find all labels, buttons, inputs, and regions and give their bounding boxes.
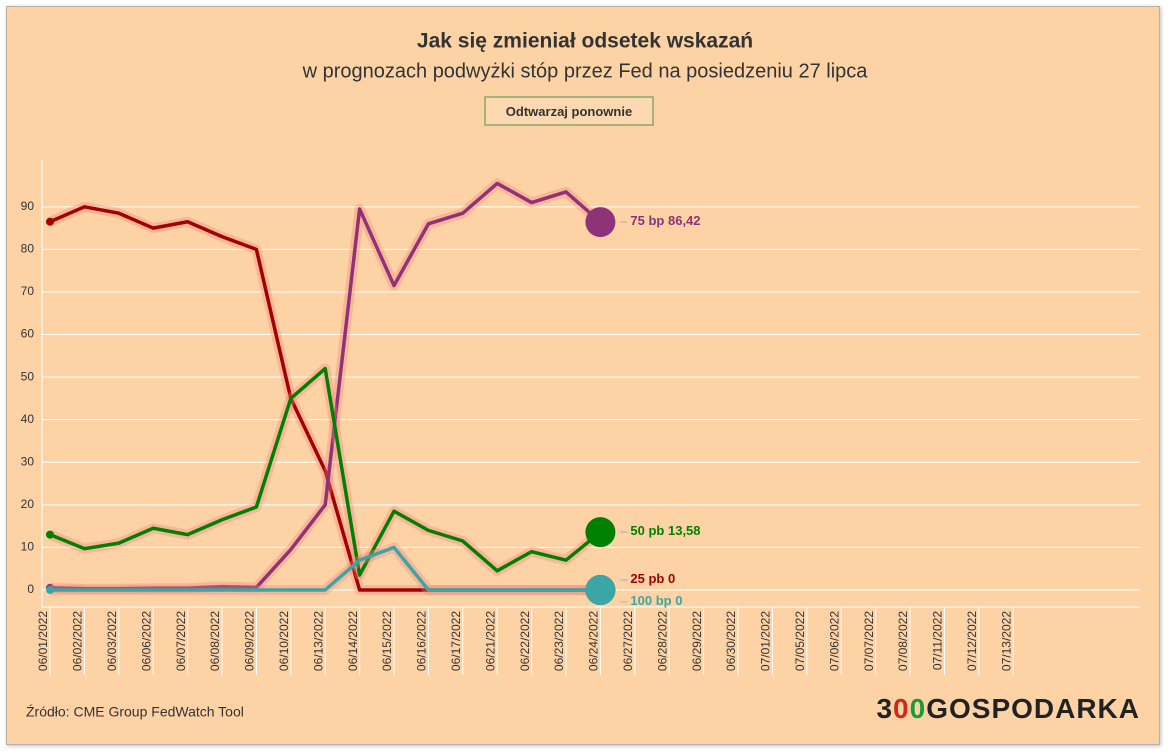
end-marker [585,517,616,548]
start-marker [46,530,54,539]
y-tick-label: 30 [21,454,35,468]
value-label: 86,42 [668,214,701,229]
end-label: 75 bp 86,42 [630,214,700,229]
x-tick-label: 06/02/2022 [71,611,85,671]
chart-subtitle: w prognozach podwyżki stóp przez Fed na … [302,60,869,82]
x-tick-label: 07/12/2022 [965,611,979,671]
x-tick-label: 07/01/2022 [759,611,773,671]
y-tick-label: 20 [21,497,35,511]
x-tick-label: 07/06/2022 [827,611,841,671]
logo-part: GOSPODARKA [926,693,1140,724]
start-marker [46,217,54,226]
y-tick-label: 50 [21,369,35,383]
x-tick-label: 06/10/2022 [277,611,291,671]
y-tick-label: 90 [21,199,35,213]
series-name: 25 pb [630,571,664,586]
start-marker [46,585,54,594]
logo-part: 0 [910,693,927,724]
x-tick-label: 06/21/2022 [483,611,497,671]
x-tick-label: 06/17/2022 [449,611,463,671]
y-tick-label: 40 [21,412,35,426]
x-tick-label: 06/27/2022 [621,611,635,671]
x-tick-label: 06/14/2022 [346,611,360,671]
x-tick-label: 06/07/2022 [174,611,188,671]
x-tick-label: 06/08/2022 [208,611,222,671]
x-tick-label: 06/01/2022 [36,611,50,671]
x-tick-label: 06/13/2022 [311,611,325,671]
value-label: 13,58 [668,524,701,539]
y-tick-label: 80 [21,242,35,256]
y-tick-label: 70 [21,284,35,298]
x-tick-label: 06/09/2022 [243,611,257,671]
x-tick-label: 06/15/2022 [380,611,394,671]
x-tick-label: 06/29/2022 [690,611,704,671]
x-tick-label: 06/22/2022 [518,611,532,671]
end-marker [585,574,616,605]
logo: 300GOSPODARKA [876,693,1140,724]
end-marker [585,207,616,238]
value-label: 0 [668,571,675,586]
end-label: 50 pb 13,58 [630,524,700,539]
logo-part: 3 [876,693,893,724]
y-tick-label: 10 [21,540,35,554]
end-label: 25 pb 0 [630,571,675,586]
x-tick-label: 06/24/2022 [587,611,601,671]
x-tick-label: 06/30/2022 [724,611,738,671]
end-label: 100 bp 0 [630,593,682,608]
series-name: 75 bp [630,214,664,229]
x-tick-label: 06/06/2022 [139,611,153,671]
x-tick-label: 06/16/2022 [415,611,429,671]
x-tick-label: 07/11/2022 [931,611,945,670]
x-tick-label: 07/13/2022 [999,611,1013,671]
x-tick-label: 06/23/2022 [552,611,566,671]
x-tick-label: 06/03/2022 [105,611,119,671]
x-tick-label: 07/05/2022 [793,611,807,671]
chart-frame [6,6,1160,745]
line [50,545,601,592]
value-label: 0 [675,593,682,608]
x-tick-label: 07/08/2022 [896,611,910,671]
series-name: 100 bp [630,593,671,608]
source: Źródło: CME Group FedWatch Tool [26,704,244,720]
logo-part: 0 [893,693,910,724]
x-tick-label: 07/07/2022 [862,611,876,671]
y-tick-label: 0 [27,582,34,596]
y-tick-label: 60 [21,327,35,341]
x-tick-label: 06/28/2022 [655,611,669,671]
line [49,366,602,577]
chart-title: Jak się zmieniał odsetek wskazań [417,30,753,53]
replay-button[interactable]: Odtwarzaj ponownie [484,96,654,126]
series-name: 50 pb [630,524,664,539]
